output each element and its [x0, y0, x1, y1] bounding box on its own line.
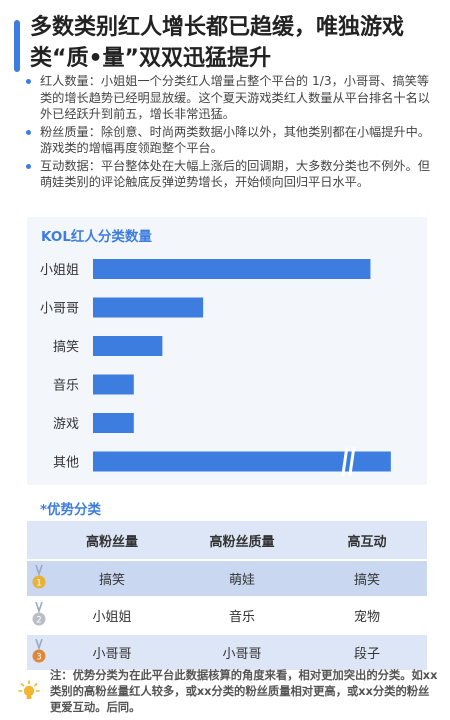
bar — [93, 297, 204, 318]
title-accent-bar — [14, 20, 20, 72]
table-cell: 宠物 — [353, 610, 380, 625]
bullet-item: 粉丝质量：除创意、时尚两类数据小降以外，其他类别都在小幅提升中。游戏类的增幅再度… — [26, 124, 436, 157]
axis-break-mark — [341, 447, 349, 476]
table-cell: 搞笑 — [353, 573, 380, 588]
header-interaction: 高互动 — [347, 534, 387, 550]
category-label: 游戏 — [53, 417, 79, 432]
bullet-item: 互动数据：平台整体处在大幅上涨后的回调期，大多数分类也不例外。但萌娃类别的评论触… — [26, 158, 436, 191]
footnote: 注：优势分类为在此平台此数据核算的角度来看，相对更加突出的分类。如xx类别的高粉… — [50, 669, 438, 714]
table-cell: 段子 — [353, 647, 380, 662]
bar — [93, 413, 134, 433]
rank-number: 1 — [36, 579, 41, 589]
page-title: 多数类别红人增长都已趋缓，唯独游戏类“质•量”双双迅猛提升 — [30, 15, 405, 71]
bronze-medal-icon: 3 — [32, 638, 46, 665]
table-row: 2 小姐姐 音乐 宠物 — [27, 598, 427, 633]
category-label: 搞笑 — [53, 339, 79, 355]
category-label: 小姐姐 — [40, 263, 79, 278]
table-header: 高粉丝量 高粉丝质量 高互动 — [27, 521, 427, 559]
advantage-table: 高粉丝量 高粉丝质量 高互动 1 搞笑 萌娃 搞笑 2 小姐姐 音乐 宠物 3 … — [27, 521, 427, 670]
table-cell: 搞笑 — [98, 573, 125, 588]
bullet-dot-icon — [26, 79, 31, 84]
gold-medal-icon: 1 — [32, 564, 46, 591]
table-cell: 小哥哥 — [92, 647, 132, 662]
chart-panel: KOL红人分类数量 小姐姐小哥哥搞笑音乐游戏其他 — [27, 217, 427, 485]
category-label: 小哥哥 — [40, 302, 79, 317]
table-cell: 音乐 — [228, 610, 255, 625]
bullet-text: 红人数量：小姐姐一个分类红人增量占整个平台的 1/3，小哥哥、搞笑等类的增长趋势… — [40, 74, 430, 121]
table-cell: 小姐姐 — [92, 610, 132, 625]
bullet-list: 红人数量：小姐姐一个分类红人增量占整个平台的 1/3，小哥哥、搞笑等类的增长趋势… — [26, 73, 436, 192]
table-cell: 萌娃 — [228, 573, 255, 588]
header-fans-count: 高粉丝量 — [85, 534, 138, 550]
table-row: 3 小哥哥 小哥哥 段子 — [27, 635, 427, 670]
table-cell: 小哥哥 — [222, 647, 262, 662]
lightbulb-icon — [18, 680, 40, 702]
bar — [93, 259, 371, 279]
silver-medal-icon: 2 — [32, 601, 46, 628]
header-fans-quality: 高粉丝质量 — [209, 534, 275, 550]
bullet-item: 红人数量：小姐姐一个分类红人增量占整个平台的 1/3，小哥哥、搞笑等类的增长趋势… — [26, 73, 436, 123]
rank-number: 2 — [36, 616, 41, 626]
chart-title: KOL红人分类数量 — [41, 229, 152, 245]
category-label: 音乐 — [53, 378, 79, 394]
bar — [93, 451, 391, 472]
bullet-text: 粉丝质量：除创意、时尚两类数据小降以外，其他类别都在小幅提升中。游戏类的增幅再度… — [40, 124, 430, 156]
advantage-title: *优势分类 — [40, 502, 102, 518]
bullet-dot-icon — [26, 129, 31, 135]
bullet-dot-icon — [26, 163, 31, 169]
category-label: 其他 — [53, 456, 79, 471]
bar — [93, 336, 163, 356]
table-row: 1 搞笑 萌娃 搞笑 — [27, 561, 427, 596]
rank-number: 3 — [36, 653, 41, 663]
axis-break-mark — [348, 447, 356, 476]
bullet-text: 互动数据：平台整体处在大幅上涨后的回调期，大多数分类也不例外。但萌娃类别的评论触… — [40, 158, 430, 190]
bar — [93, 374, 134, 395]
